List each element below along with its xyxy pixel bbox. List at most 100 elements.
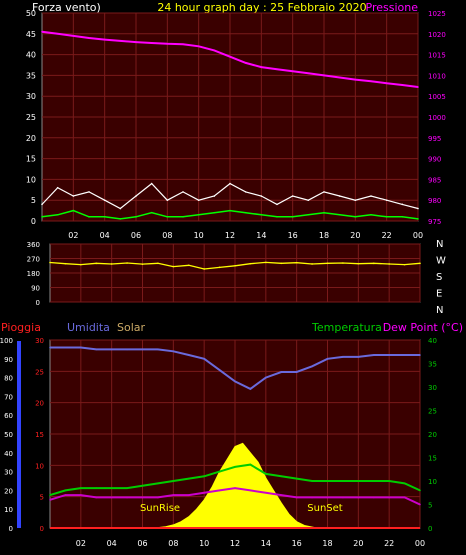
data-point (141, 484, 144, 487)
data-point (187, 354, 190, 356)
data-point (326, 262, 329, 265)
data-point (276, 216, 278, 218)
data-point (182, 191, 184, 193)
data-point (417, 207, 419, 210)
data-point (218, 369, 221, 371)
data-point (401, 216, 404, 218)
data-point (88, 216, 90, 218)
rain-temp-series (49, 346, 421, 529)
data-point (218, 470, 221, 473)
humidity-tick-label: 90 (4, 356, 13, 364)
time-tick-label: 10 (194, 231, 204, 240)
data-point (64, 262, 67, 265)
data-point (150, 182, 153, 185)
data-point (357, 356, 360, 358)
time-tick-label: 14 (256, 231, 266, 240)
data-point (72, 209, 75, 212)
data-point (249, 388, 252, 390)
data-point (172, 494, 175, 496)
data-point (244, 191, 247, 193)
data-point (280, 475, 283, 478)
wind-pressure-series (41, 30, 419, 220)
data-point (419, 262, 421, 265)
data-point (276, 68, 278, 70)
data-point (265, 491, 267, 494)
data-point (229, 209, 231, 212)
data-point (276, 203, 278, 206)
time-axis-ticks-bottom: 02 04 06 08 10 12 14 16 18 20 22 00 (76, 539, 425, 548)
data-point (72, 195, 75, 197)
data-point (234, 487, 236, 489)
data-point (417, 218, 419, 220)
temperature-tick-label: 25 (428, 408, 437, 416)
pressure-tick-label: 995 (428, 135, 441, 143)
pressure-tick-label: 1025 (428, 10, 446, 18)
data-point (354, 199, 357, 201)
data-point (119, 40, 122, 42)
compass-label: E (436, 289, 442, 300)
wind-tick-label: 20 (26, 134, 36, 143)
data-point (80, 346, 82, 349)
data-point (342, 262, 344, 264)
humidity-tick-label: 0 (9, 525, 13, 533)
data-point (64, 489, 67, 492)
data-point (80, 263, 82, 266)
wind-tick-label: 15 (26, 155, 36, 164)
data-point (403, 496, 406, 499)
data-point (41, 30, 43, 33)
chart-title: 24 hour graph day : 25 Febbraio 2020 (157, 1, 366, 14)
data-point (126, 487, 128, 489)
wind-tick-label: 25 (26, 113, 36, 122)
data-point (49, 346, 51, 349)
data-point (218, 489, 221, 492)
time-tick-label: 04 (100, 231, 110, 240)
data-point (141, 496, 144, 499)
data-point (197, 199, 200, 201)
time-tick-label: 06 (131, 231, 141, 240)
data-point (41, 216, 43, 218)
data-point (403, 482, 406, 485)
wind-tick-label: 0 (31, 217, 36, 226)
pressure-tick-label: 1000 (428, 114, 446, 122)
temperature-tick-label: 35 (428, 361, 437, 369)
data-point (307, 213, 310, 216)
wind-tick-label: 10 (26, 175, 36, 184)
data-point (357, 496, 360, 499)
time-tick-label: 14 (261, 539, 271, 548)
temperature-tick-label: 15 (428, 455, 437, 463)
data-point (357, 480, 360, 482)
wind-direction-series (49, 261, 421, 270)
data-point (372, 354, 375, 356)
data-point (338, 195, 341, 197)
pressure-tick-label: 1005 (428, 93, 446, 101)
data-point (182, 216, 184, 218)
time-tick-label: 08 (162, 231, 172, 240)
time-tick-label: 08 (168, 539, 178, 548)
data-point (323, 191, 325, 193)
direction-tick-label: 360 (27, 241, 40, 249)
sunset-label: SunSet (307, 503, 343, 514)
wind-tick-label: 50 (26, 9, 36, 18)
data-point (244, 62, 247, 64)
data-point (41, 203, 43, 206)
time-tick-label: 06 (137, 539, 147, 548)
temperature-tick-label: 5 (428, 502, 432, 510)
time-tick-label: 10 (199, 539, 209, 548)
data-point (110, 348, 113, 351)
data-point (141, 263, 144, 265)
temperature-axis-ticks: 0 5 10 15 20 25 30 35 40 (428, 337, 437, 533)
data-point (172, 265, 175, 268)
data-point (295, 371, 298, 373)
data-point (417, 86, 419, 88)
data-point (385, 216, 388, 218)
time-tick-label: 18 (319, 231, 329, 240)
wind-pressure-grid (42, 12, 419, 222)
time-tick-label: 12 (225, 231, 235, 240)
data-point (64, 494, 67, 496)
rain-axis-bar (17, 341, 21, 528)
data-point (295, 477, 298, 480)
data-point (172, 480, 175, 482)
temperature-tick-label: 0 (428, 525, 432, 533)
data-point (354, 216, 357, 218)
data-point (182, 43, 184, 45)
